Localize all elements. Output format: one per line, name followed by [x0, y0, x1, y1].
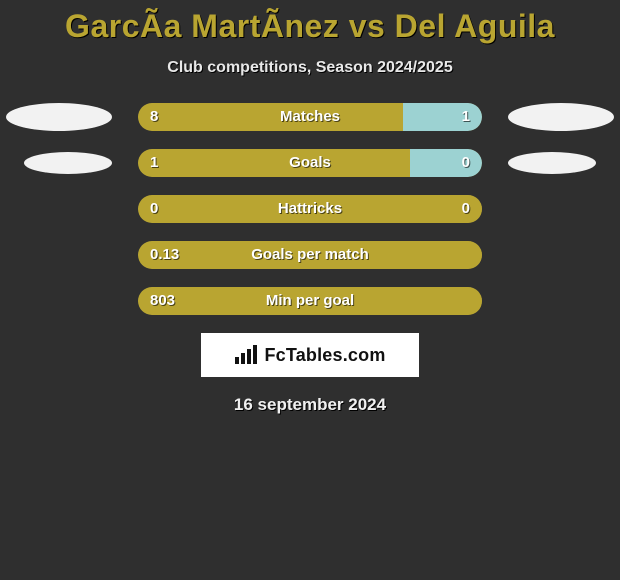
stat-label: Hattricks [138, 195, 482, 223]
player-left-oval [6, 103, 112, 131]
stat-label: Goals [138, 149, 482, 177]
page-subtitle: Club competitions, Season 2024/2025 [0, 59, 620, 77]
comparison-infographic: GarcÃ­a MartÃ­nez vs Del Aguila Club com… [0, 0, 620, 580]
branding-text: FcTables.com [264, 345, 385, 366]
stat-value-right: 0 [462, 149, 470, 177]
stat-row-matches: 8 Matches 1 [0, 103, 620, 131]
bar-track: 1 Goals 0 [138, 149, 482, 177]
player-right-oval [508, 152, 596, 174]
stat-value-right: 1 [462, 103, 470, 131]
page-title: GarcÃ­a MartÃ­nez vs Del Aguila [0, 0, 620, 45]
stat-label: Matches [138, 103, 482, 131]
stat-label: Min per goal [138, 287, 482, 315]
player-left-oval [24, 152, 112, 174]
bar-track: 0.13 Goals per match [138, 241, 482, 269]
bar-track: 803 Min per goal [138, 287, 482, 315]
stat-rows: 8 Matches 1 1 Goals 0 0 Hattricks [0, 103, 620, 315]
stat-row-goals: 1 Goals 0 [0, 149, 620, 177]
player-right-oval [508, 103, 614, 131]
branding-badge[interactable]: FcTables.com [201, 333, 419, 377]
bar-track: 0 Hattricks 0 [138, 195, 482, 223]
stat-row-hattricks: 0 Hattricks 0 [0, 195, 620, 223]
bar-track: 8 Matches 1 [138, 103, 482, 131]
stat-label: Goals per match [138, 241, 482, 269]
stat-value-right: 0 [462, 195, 470, 223]
stat-row-min-per-goal: 803 Min per goal [0, 287, 620, 315]
stat-row-goals-per-match: 0.13 Goals per match [0, 241, 620, 269]
page-date: 16 september 2024 [0, 395, 620, 415]
bar-chart-icon [234, 345, 258, 365]
